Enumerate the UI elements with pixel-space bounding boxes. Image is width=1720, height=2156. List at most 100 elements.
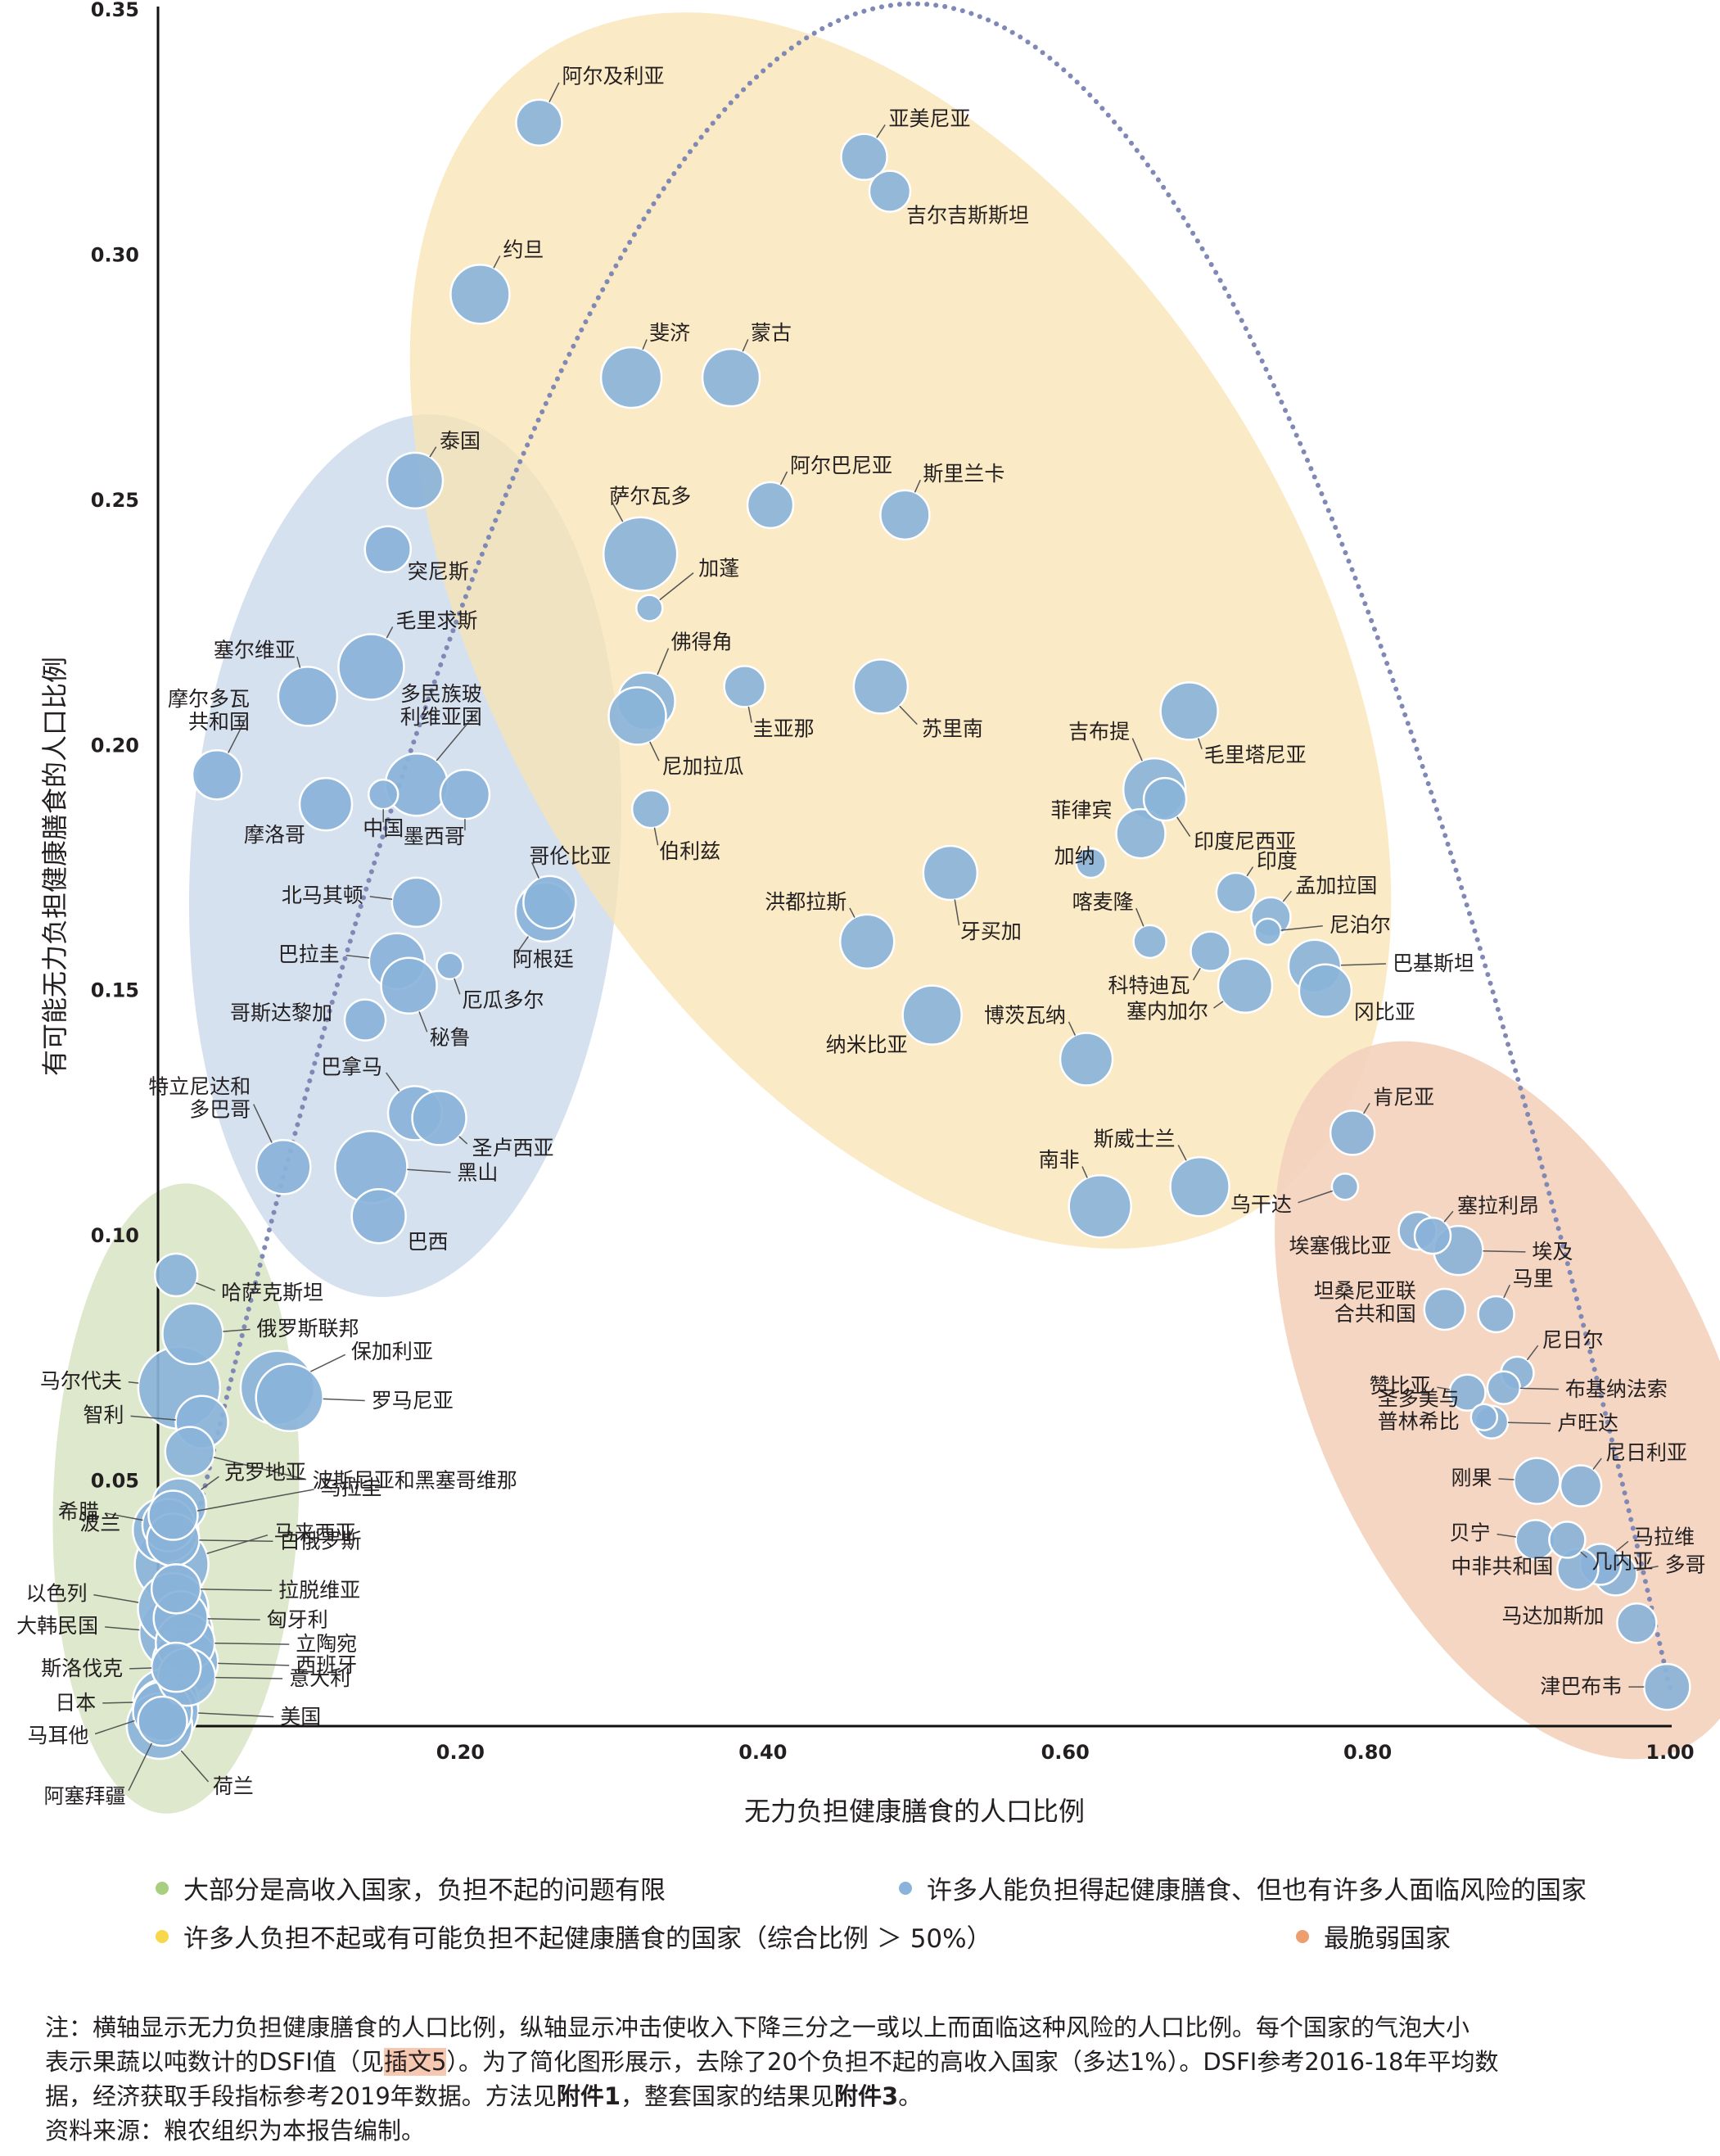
country-label: 吉尔吉斯斯坦 [906, 204, 1029, 228]
country-label: 波斯尼亚和黑塞哥维那 [313, 1469, 517, 1493]
country-label: 斐济 [649, 321, 690, 345]
country-bubble [1423, 1287, 1467, 1331]
legend-dot-green [156, 1881, 169, 1895]
note-line-3: 据，经济获取手段指标参考2019年数据。方法见附件1，整套国家的结果见附件3。 [45, 2079, 1682, 2113]
leader-line [199, 1539, 273, 1543]
country-label: 多哥 [1665, 1553, 1706, 1576]
country-bubble [350, 1187, 407, 1245]
leader-line [1135, 907, 1144, 927]
leader-line [296, 656, 301, 668]
leader-line [1580, 1551, 1587, 1558]
note-ref-annex1[interactable]: 附件1 [556, 2082, 621, 2110]
y-tick-label: 0.35 [91, 0, 139, 21]
country-label: 布基纳法索 [1565, 1377, 1668, 1401]
country-label: 佛得角 [671, 630, 733, 653]
leader-line [530, 861, 540, 879]
x-tick-label: 0.80 [1343, 1741, 1392, 1764]
axes [156, 7, 1672, 1728]
country-label: 巴拿马 [321, 1055, 382, 1078]
country-label: 马达加斯加 [1501, 1604, 1604, 1628]
country-bubble [164, 1426, 216, 1477]
country-label: 冈比亚 [1354, 1001, 1415, 1024]
country-label: 尼日尔 [1542, 1328, 1603, 1352]
leader-line [253, 1104, 273, 1143]
leader-line [876, 124, 886, 138]
leader-line [386, 1072, 400, 1092]
leader-line [1636, 1566, 1659, 1571]
country-label: 阿尔巴尼亚 [790, 454, 892, 477]
leader-line [549, 82, 560, 103]
note-line-2: 表示果蔬以吨数计的DSFI值（见插文5）。为了简化图形展示，去除了20个负担不起… [45, 2045, 1682, 2079]
bubbles [125, 98, 1691, 1761]
country-bubble [1115, 807, 1167, 860]
country-label: 塞拉利昂 [1457, 1194, 1539, 1218]
trend-line [156, 1, 1673, 1693]
legend-item-blue: 许多人能负担得起健康膳食、但也有许多人面临风险的国家 [899, 1869, 1587, 1906]
country-bubble [879, 489, 931, 541]
country-label: 哥斯达黎加 [230, 1001, 332, 1025]
leader-line [201, 1476, 219, 1490]
leader-line [418, 1011, 428, 1033]
country-label: 乌干达 [1230, 1192, 1292, 1216]
country-bubble [1469, 1403, 1499, 1431]
leader-line [196, 1489, 314, 1512]
country-label: 印度 [1257, 849, 1298, 873]
country-label: 白俄罗斯 [279, 1529, 361, 1553]
country-bubble [515, 98, 563, 147]
trend-curve [156, 1, 1673, 1693]
country-label: 日本 [55, 1691, 96, 1715]
country-label: 斯洛伐克 [41, 1657, 123, 1680]
leader-line [649, 741, 660, 762]
country-bubble [137, 1695, 188, 1747]
leader-line [1282, 890, 1293, 902]
country-bubble [1075, 847, 1107, 879]
country-bubble [1486, 1370, 1522, 1406]
country-label: 科特迪瓦 [1108, 974, 1190, 997]
country-label: 萨尔瓦多 [609, 485, 691, 508]
country-bubble [153, 1252, 199, 1298]
leader-line [1443, 1210, 1454, 1223]
leader-line [653, 827, 659, 846]
leader-line [407, 1168, 451, 1173]
legend-label-green: 大部分是高收入国家，负担不起的问题有限 [183, 1876, 666, 1905]
country-bubble [1513, 1457, 1561, 1505]
leader-line [196, 1282, 216, 1291]
leader-line [493, 255, 501, 269]
country-bubble [436, 951, 464, 981]
country-label: 阿塞拜疆 [44, 1784, 126, 1808]
country-label: 罗马尼亚 [372, 1389, 454, 1412]
y-tick-label: 0.20 [91, 734, 139, 757]
x-tick-label: 1.00 [1646, 1741, 1694, 1764]
country-label: 摩尔多瓦共和国 [168, 687, 250, 734]
legend-label-yellow: 许多人负担不起或有可能负担不起健康膳食的国家（综合比例 ＞ 50%） [183, 1924, 992, 1954]
country-label: 马尔代夫 [40, 1369, 122, 1393]
note-ref-box5[interactable]: 插文5 [383, 2048, 447, 2076]
country-label: 俄罗斯联邦 [256, 1317, 359, 1340]
leader-line [93, 1593, 139, 1603]
leader-line [386, 626, 394, 639]
country-label: 尼日利亚 [1605, 1441, 1687, 1465]
y-tick-label: 0.25 [91, 489, 139, 512]
leader-line [458, 1136, 468, 1145]
country-bubble [701, 347, 761, 408]
country-bubble [255, 1139, 312, 1196]
leader-line [1177, 1145, 1187, 1161]
country-label: 菲律宾 [1051, 798, 1113, 822]
country-label: 巴西 [408, 1230, 449, 1254]
leader-line [1498, 1478, 1515, 1480]
country-bubble [607, 686, 667, 746]
leader-line [105, 1626, 140, 1631]
note-ref-annex3[interactable]: 附件3 [834, 2082, 899, 2110]
leader-line [128, 1742, 153, 1792]
country-label: 巴基斯坦 [1393, 951, 1474, 975]
source-line: 资料来源：粮农组织为本报告编制。 [45, 2113, 1682, 2148]
country-label: 坦桑尼亚联合共和国 [1314, 1279, 1416, 1326]
country-label: 中非共和国 [1451, 1554, 1553, 1578]
country-bubble [277, 666, 339, 727]
country-bubble [840, 133, 888, 181]
country-bubble [922, 844, 979, 902]
country-label: 牙买加 [960, 920, 1022, 943]
country-label: 马耳他 [28, 1724, 89, 1747]
country-label: 拉脱维亚 [278, 1578, 360, 1602]
y-axis-title: 有可能无力负担健康膳食的人口比例 [39, 657, 70, 1076]
